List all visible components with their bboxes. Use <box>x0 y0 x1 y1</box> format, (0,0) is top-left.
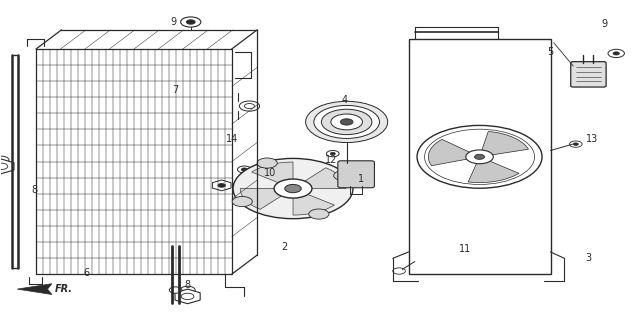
Circle shape <box>333 171 354 180</box>
Text: 5: 5 <box>547 47 553 57</box>
Circle shape <box>0 163 8 170</box>
FancyBboxPatch shape <box>571 62 606 87</box>
Circle shape <box>613 52 619 55</box>
Polygon shape <box>304 168 346 188</box>
Circle shape <box>257 158 277 168</box>
Circle shape <box>306 101 388 142</box>
Bar <box>408 39 550 274</box>
Text: 8: 8 <box>184 280 191 290</box>
Polygon shape <box>17 284 52 294</box>
Polygon shape <box>252 162 293 183</box>
Bar <box>36 49 232 274</box>
Polygon shape <box>482 132 529 155</box>
Circle shape <box>331 114 363 130</box>
Circle shape <box>233 158 353 219</box>
Polygon shape <box>429 139 469 166</box>
Text: 9: 9 <box>170 17 176 27</box>
Text: 3: 3 <box>585 253 592 263</box>
Polygon shape <box>0 159 14 174</box>
Polygon shape <box>212 180 231 191</box>
Circle shape <box>238 166 251 173</box>
Circle shape <box>214 181 230 189</box>
Circle shape <box>218 183 226 187</box>
Circle shape <box>474 154 484 159</box>
Text: 6: 6 <box>84 268 89 278</box>
Text: FR.: FR. <box>55 284 73 294</box>
Circle shape <box>309 209 329 219</box>
Text: 4: 4 <box>341 95 347 105</box>
Circle shape <box>285 184 301 193</box>
Circle shape <box>392 268 405 274</box>
Text: 11: 11 <box>459 244 472 254</box>
FancyBboxPatch shape <box>338 161 375 188</box>
Circle shape <box>417 125 542 188</box>
Circle shape <box>274 179 312 198</box>
Text: 13: 13 <box>585 134 598 144</box>
Circle shape <box>242 168 247 171</box>
Circle shape <box>321 109 372 135</box>
Circle shape <box>169 287 182 293</box>
Circle shape <box>466 150 493 164</box>
Polygon shape <box>175 289 200 304</box>
Text: 8: 8 <box>31 185 37 195</box>
Circle shape <box>569 141 582 147</box>
Circle shape <box>232 196 252 207</box>
Text: 10: 10 <box>264 168 276 178</box>
Circle shape <box>180 286 195 294</box>
Text: 2: 2 <box>281 242 287 252</box>
Circle shape <box>573 143 578 145</box>
Text: 12: 12 <box>325 155 338 165</box>
Circle shape <box>327 150 339 157</box>
Text: 1: 1 <box>358 174 364 184</box>
Text: 7: 7 <box>172 85 178 95</box>
Circle shape <box>0 156 9 164</box>
Circle shape <box>340 119 353 125</box>
Circle shape <box>181 17 201 27</box>
Circle shape <box>314 105 380 139</box>
Circle shape <box>330 152 335 155</box>
Polygon shape <box>468 161 519 183</box>
Polygon shape <box>240 188 283 209</box>
Text: 14: 14 <box>226 134 238 144</box>
Polygon shape <box>293 194 334 215</box>
Circle shape <box>181 293 194 300</box>
Circle shape <box>186 20 195 24</box>
Circle shape <box>608 49 624 58</box>
Text: 9: 9 <box>601 19 607 28</box>
